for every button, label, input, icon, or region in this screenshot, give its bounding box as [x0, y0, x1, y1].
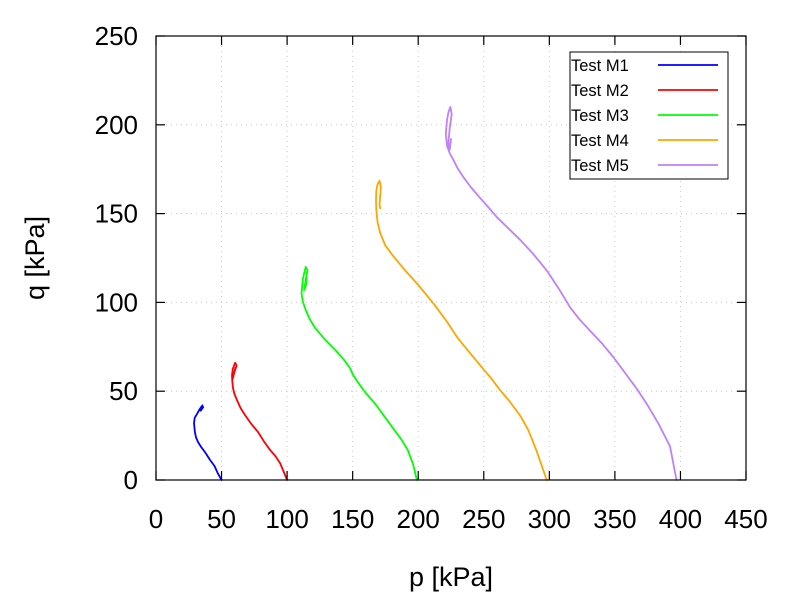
y-tick-label: 0 — [124, 465, 138, 495]
grid — [156, 36, 746, 480]
series-line-test-m4 — [375, 179, 548, 481]
y-tick-label: 250 — [95, 21, 138, 51]
legend: Test M1 Test M2 Test M3 Test M4 Test M5 — [569, 51, 729, 180]
series-layer — [193, 106, 678, 481]
x-axis-label: p [kPa] — [409, 562, 493, 592]
legend-label: Test M3 — [571, 107, 629, 125]
legend-item: Test M5 — [571, 157, 718, 175]
y-tick-label: 100 — [95, 287, 138, 317]
x-tick-label: 300 — [528, 504, 571, 534]
legend-item: Test M1 — [571, 57, 718, 75]
x-tick-label: 100 — [265, 504, 308, 534]
y-axis-label: q [kPa] — [20, 216, 50, 300]
legend-item: Test M3 — [571, 107, 718, 125]
x-tick-label: 400 — [659, 504, 702, 534]
x-tick-label: 50 — [207, 504, 236, 534]
legend-label: Test M1 — [571, 57, 629, 75]
series-line-test-m1 — [193, 404, 223, 481]
x-tick-label: 0 — [149, 504, 163, 534]
x-tick-label: 250 — [462, 504, 505, 534]
axes — [155, 35, 747, 481]
legend-label: Test M5 — [571, 157, 629, 175]
x-tick-label: 150 — [331, 504, 374, 534]
y-tick-label: 150 — [95, 199, 138, 229]
y-tick-label: 200 — [95, 110, 138, 140]
series-line-test-m3 — [300, 265, 418, 481]
plot-frame — [155, 35, 747, 481]
y-tick-label: 50 — [109, 376, 138, 406]
x-tick-label: 200 — [397, 504, 440, 534]
legend-item: Test M2 — [571, 82, 718, 100]
legend-item: Test M4 — [571, 132, 718, 150]
legend-label: Test M2 — [571, 82, 629, 100]
legend-label: Test M4 — [571, 132, 629, 150]
series-line-test-m5 — [444, 106, 678, 481]
series-line-test-m2 — [231, 361, 289, 481]
x-tick-label: 450 — [724, 504, 767, 534]
x-tick-label: 350 — [593, 504, 636, 534]
tick-labels: 0 50 100 150 200 250 300 350 400 450 0 50 100 150 200 2… — [95, 21, 768, 534]
